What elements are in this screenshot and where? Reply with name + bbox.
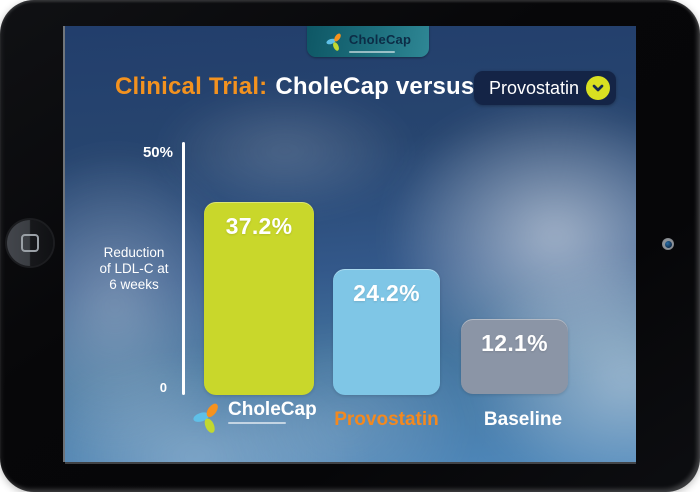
category-label-baseline: Baseline: [483, 409, 563, 430]
app-screen: CholeCap Clinical Trial: CholeCap versus …: [65, 26, 636, 462]
bar-baseline: 12.1%: [461, 319, 568, 394]
bar-value-label: 37.2%: [225, 213, 293, 239]
y-axis-label-line: of LDL-C at: [99, 261, 169, 276]
home-button[interactable]: [7, 220, 53, 266]
category-label-provostatin: Provostatin: [334, 409, 439, 430]
bar-cholecap: 37.2%: [204, 202, 314, 395]
y-axis: [182, 142, 185, 395]
brand-tab-label: CholeCap: [348, 31, 412, 47]
logo-tagline: [348, 50, 395, 53]
y-axis-tick-50: 50%: [142, 144, 173, 161]
cholecap-logo-icon: [193, 403, 218, 433]
y-axis-tick-0: 0: [159, 380, 167, 395]
chevron-down-icon[interactable]: [586, 76, 610, 100]
bar-provostatin: 24.2%: [333, 269, 440, 395]
category-label-cholecap: CholeCap: [191, 400, 317, 436]
y-axis-label-line: 6 weeks: [109, 277, 159, 292]
y-axis-label-line: Reduction: [103, 245, 165, 260]
camera-icon: [662, 238, 674, 250]
logo-tagline: [228, 422, 286, 424]
dropdown-selected-value: Provostatin: [489, 77, 580, 98]
cloud-decoration: [155, 86, 415, 216]
title-rest: CholeCap versus: [275, 73, 475, 100]
page-title: Clinical Trial: CholeCap versus: [115, 73, 474, 101]
comparator-dropdown[interactable]: Provostatin: [474, 71, 616, 105]
y-axis-label: Reduction of LDL-C at 6 weeks: [71, 245, 197, 293]
bar-value-label: 12.1%: [481, 330, 548, 356]
bar-value-label: 24.2%: [353, 280, 420, 306]
brand-tab[interactable]: CholeCap: [307, 26, 429, 57]
home-button-square: [21, 234, 39, 252]
cholecap-logo-icon: [326, 33, 341, 51]
title-highlight: Clinical Trial:: [115, 73, 268, 100]
category-label-text: CholeCap: [228, 399, 317, 420]
